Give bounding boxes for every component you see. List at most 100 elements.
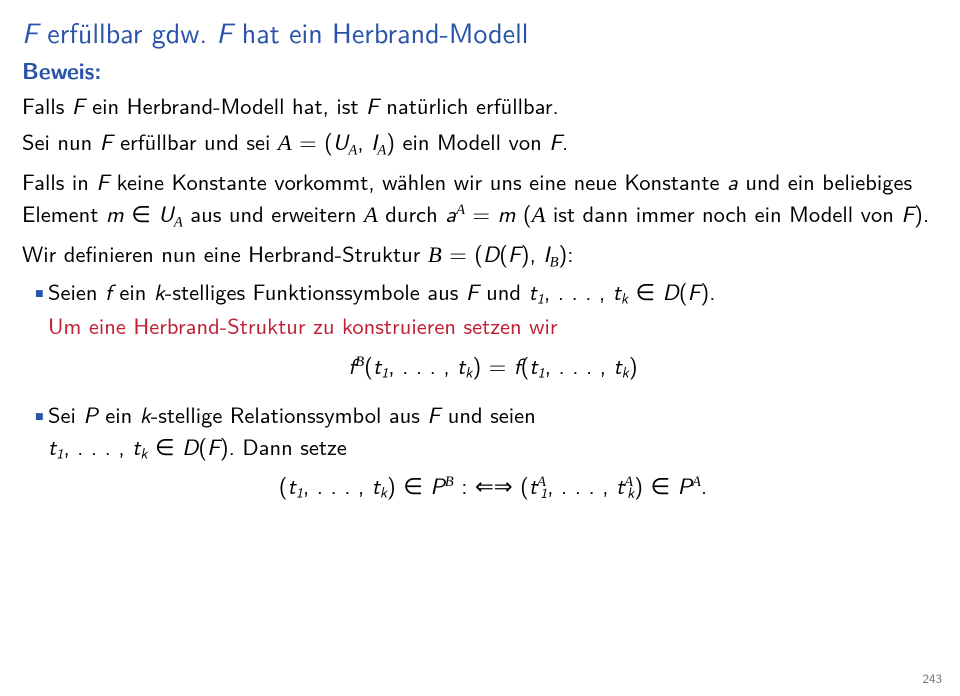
- eq2-tk: t: [372, 468, 380, 501]
- li2-t1: t: [48, 429, 56, 462]
- eq1-1b: 1: [537, 360, 544, 382]
- eq2-open: (: [279, 468, 288, 501]
- title-F1: F: [22, 11, 38, 52]
- p1c: ein Herbrand-Modell hat, ist: [85, 88, 366, 121]
- p1e: natürlich erfüllbar.: [379, 88, 559, 121]
- p1b: F: [72, 88, 85, 121]
- eq2-tA1: t: [529, 468, 537, 501]
- li1c: -stelliges Funktionssymbole aus: [165, 274, 466, 307]
- title-txt1: erfüllbar gdw.: [38, 11, 217, 52]
- p2-calA1: A: [278, 130, 292, 155]
- li1-cl: ).: [700, 274, 715, 307]
- para-3: Falls in F keine Konstante vorkommt, wäh…: [22, 165, 938, 233]
- equation-2: (t1, . . . , tk) ∈ PB : ⇐⇒ (tA1, . . . ,…: [48, 469, 938, 502]
- para-1: Falls F ein Herbrand-Modell hat, ist F n…: [22, 89, 938, 121]
- p3-aA: a: [445, 196, 456, 229]
- bullet-1: Seien f ein k-stelliges Funktionssymbole…: [22, 275, 938, 382]
- p3-open: (: [515, 196, 531, 229]
- p4-cl: ): [521, 236, 530, 269]
- p3-calA2: A: [532, 202, 546, 227]
- li1-F: F: [466, 274, 479, 307]
- p3-in: ∈: [124, 196, 159, 229]
- li2-F: F: [427, 397, 440, 430]
- p2e: F: [549, 124, 562, 157]
- eq1-B: B: [355, 354, 364, 370]
- p4-subB: B: [550, 255, 559, 271]
- eq1-comma1: , . . . ,: [388, 348, 457, 381]
- eq2-comma2: , . . . ,: [547, 468, 616, 501]
- p4-comma: ,: [530, 236, 544, 269]
- li1-D: D: [663, 274, 679, 307]
- p3f: durch: [378, 196, 446, 229]
- bullet-list: Seien f ein k-stelliges Funktionssymbole…: [22, 275, 938, 503]
- li2d: und seien: [440, 397, 536, 430]
- p4-D: D: [483, 236, 499, 269]
- li2-D: D: [182, 429, 198, 462]
- p4a: Wir definieren nun eine Herbrand-Struktu…: [22, 236, 428, 269]
- eq2-close: ) ∈: [387, 468, 430, 501]
- p2-subA1: A: [348, 142, 357, 158]
- proof-label: Beweis:: [22, 54, 938, 87]
- p2b: F: [100, 124, 113, 157]
- li1b: ein: [112, 274, 154, 307]
- eq2-iff: : ⇐⇒ (: [454, 468, 529, 501]
- li2-F2: F: [207, 429, 220, 462]
- p3e: aus und erweitern: [183, 196, 364, 229]
- eq1-open: (: [364, 348, 373, 381]
- li2-P: P: [83, 397, 97, 430]
- li2-cl: ). Dann setze: [220, 429, 347, 462]
- eq1-f2: f: [514, 348, 521, 381]
- slide-title: F erfüllbar gdw. F hat ein Herbrand-Mode…: [22, 14, 938, 50]
- eq2-tA2: t: [616, 468, 624, 501]
- eq1-close2: ): [629, 348, 638, 381]
- p4-paren: (: [499, 236, 508, 269]
- title-F2: F: [216, 11, 232, 52]
- li1-1: 1: [537, 287, 544, 309]
- p2-comma: ,: [357, 124, 371, 157]
- p2-U: U: [333, 124, 348, 157]
- p4-calB: B: [428, 242, 442, 267]
- eq1-t1: t: [373, 348, 381, 381]
- p3-calA: A: [364, 202, 378, 227]
- bullet-2: Sei P ein k -stellige Relationssymbol aus…: [22, 398, 938, 503]
- equation-1: fB(t1, . . . , tk) = f(t1, . . . , tk): [48, 349, 938, 382]
- eq1-comma2: , . . . ,: [545, 348, 614, 381]
- li1-red: Um eine Herbrand-Struktur zu konstruiere…: [48, 308, 558, 341]
- li1a: Seien: [48, 274, 105, 307]
- p1d: F: [366, 88, 379, 121]
- p2-eq: = (: [292, 124, 333, 157]
- li1-comma: , . . . ,: [544, 274, 613, 307]
- eq1-close: ) =: [472, 348, 513, 381]
- para-2: Sei nun F erfüllbar und sei A = (UA, IA)…: [22, 125, 938, 161]
- li2c: -stellige Relationssymbol aus: [151, 397, 428, 430]
- li2b: ein: [98, 397, 140, 430]
- li2a: Sei: [48, 397, 83, 430]
- eq2-t1: t: [288, 468, 296, 501]
- p3g: ist dann immer noch ein Modell von: [545, 196, 901, 229]
- p3-supA: A: [456, 202, 465, 218]
- p2c: erfüllbar und sei: [113, 124, 278, 157]
- li2-comma: , . . . ,: [63, 429, 132, 462]
- li1-k: k: [154, 274, 165, 307]
- title-txt2: hat ein Herbrand-Modell: [232, 11, 528, 52]
- eq1-tkb: t: [614, 348, 622, 381]
- li1-t1: t: [529, 274, 537, 307]
- p3-m: m: [106, 196, 124, 229]
- p2f: .: [562, 124, 568, 157]
- li1-f: f: [105, 274, 112, 307]
- li2-in: ∈: [147, 429, 182, 462]
- para-4: Wir definieren nun eine Herbrand-Struktu…: [22, 237, 938, 273]
- eq2-close2: ) ∈: [634, 468, 677, 501]
- li2-paren: (: [198, 429, 207, 462]
- eq2-k: k: [380, 481, 387, 503]
- p2-subA2: A: [377, 142, 386, 158]
- p2a: Sei nun: [22, 124, 100, 157]
- eq2-B: B: [445, 474, 454, 490]
- p3-a: a: [727, 164, 738, 197]
- p3h: ).: [914, 196, 929, 229]
- p1a: Falls: [22, 88, 72, 121]
- page-number: 243: [923, 670, 943, 688]
- eq2-P: P: [430, 468, 444, 501]
- p2d: ) ein Modell von: [386, 124, 549, 157]
- eq2-P2: P: [678, 468, 692, 501]
